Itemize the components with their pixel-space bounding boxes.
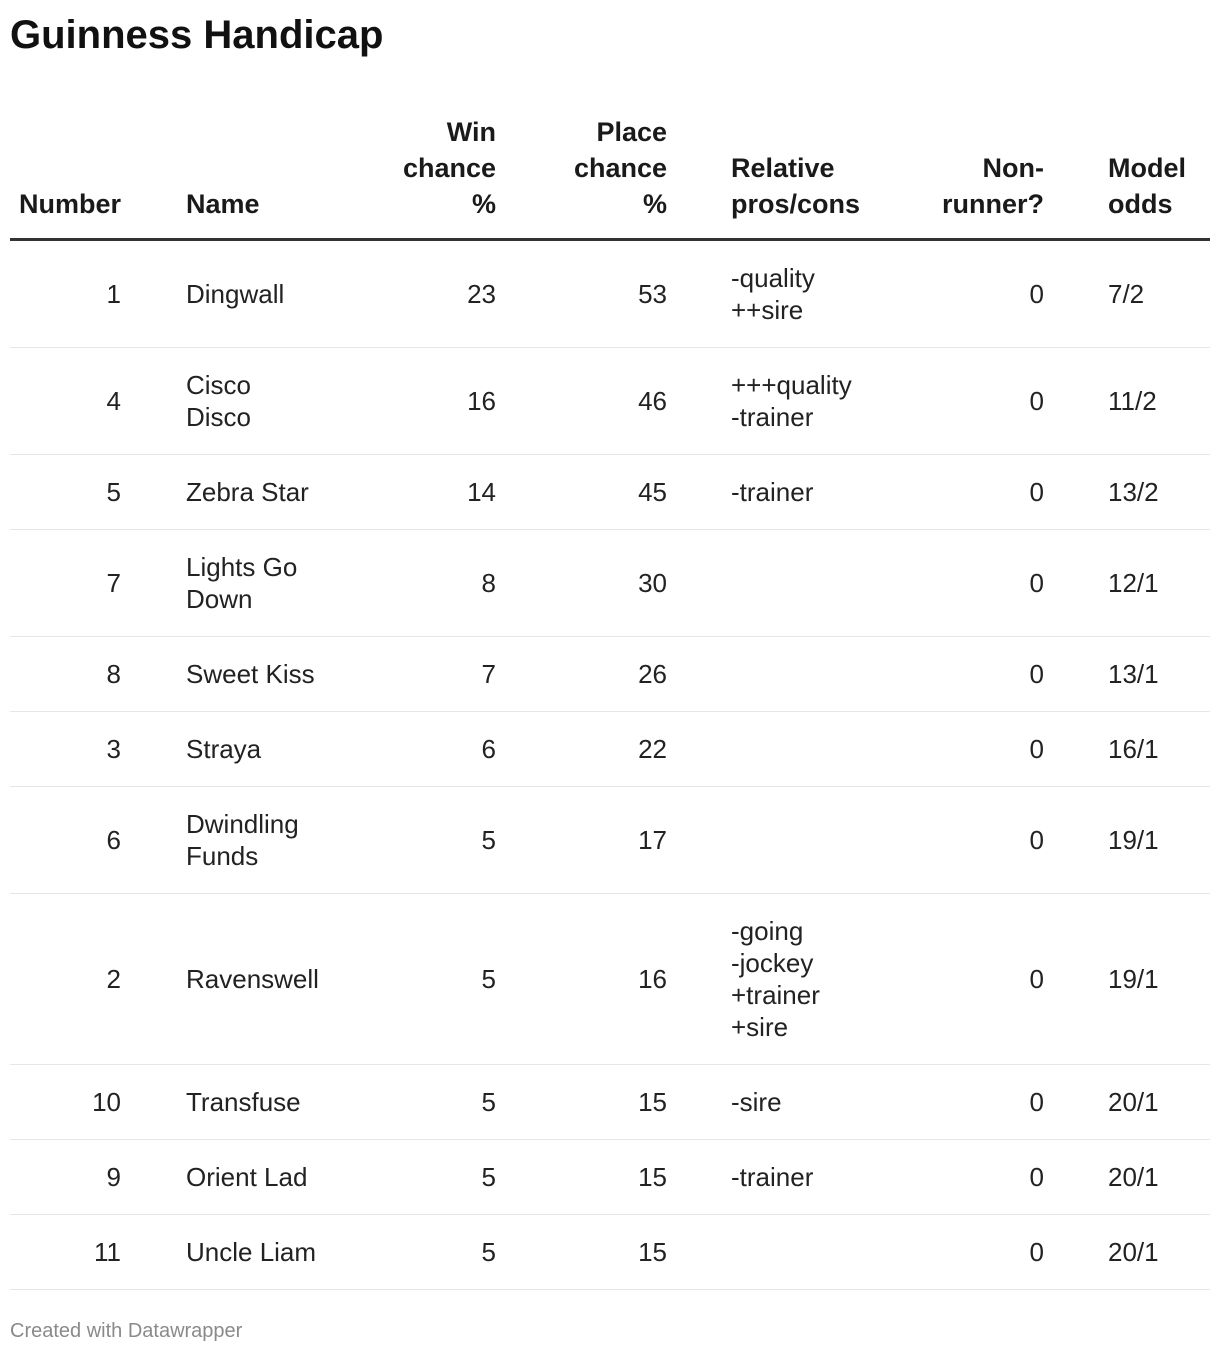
cell-non-runner: 0 [900, 529, 1058, 637]
cell-pros-cons [681, 711, 900, 787]
cell-pros-cons: +++quality -trainer [681, 347, 900, 455]
cell-win-chance: 5 [350, 786, 510, 894]
cell-model-odds: 11/2 [1058, 347, 1210, 455]
cell-model-odds: 7/2 [1058, 239, 1210, 348]
cell-win-chance: 5 [350, 1139, 510, 1215]
datawrapper-credit: Created with Datawrapper [10, 1320, 243, 1342]
cell-number: 11 [10, 1214, 150, 1290]
cell-pros-cons: -trainer [681, 454, 900, 530]
cell-number: 3 [10, 711, 150, 787]
cell-number: 7 [10, 529, 150, 637]
cell-model-odds: 20/1 [1058, 1139, 1210, 1215]
cell-win-chance: 5 [350, 893, 510, 1065]
cell-model-odds: 19/1 [1058, 893, 1210, 1065]
cell-place-chance: 16 [510, 893, 681, 1065]
header-number: Number [10, 114, 150, 241]
cell-name: Lights Go Down [150, 529, 350, 637]
cell-non-runner: 0 [900, 893, 1058, 1065]
cell-place-chance: 46 [510, 347, 681, 455]
cell-number: 2 [10, 893, 150, 1065]
cell-number: 5 [10, 454, 150, 530]
header-name: Name [150, 114, 350, 241]
cell-place-chance: 15 [510, 1064, 681, 1140]
table-row: 10 Transfuse 5 15 -sire 0 20/1 [10, 1064, 1210, 1140]
cell-name: Dingwall [150, 239, 350, 348]
cell-place-chance: 30 [510, 529, 681, 637]
cell-number: 10 [10, 1064, 150, 1140]
cell-number: 1 [10, 239, 150, 348]
cell-name: Cisco Disco [150, 347, 350, 455]
cell-non-runner: 0 [900, 786, 1058, 894]
cell-non-runner: 0 [900, 239, 1058, 348]
cell-place-chance: 53 [510, 239, 681, 348]
cell-pros-cons: -quality ++sire [681, 239, 900, 348]
header-model-odds: Model odds [1058, 114, 1210, 241]
cell-name: Straya [150, 711, 350, 787]
cell-number: 6 [10, 786, 150, 894]
header-row: Number Name Win chance % Place chance % … [10, 114, 1210, 241]
header-place-chance: Place chance % [510, 114, 681, 241]
cell-name: Orient Lad [150, 1139, 350, 1215]
cell-win-chance: 5 [350, 1214, 510, 1290]
header-non-runner: Non- runner? [900, 114, 1058, 241]
chart-title: Guinness Handicap [10, 13, 384, 57]
table-row: 6 Dwindling Funds 5 17 0 19/1 [10, 786, 1210, 894]
table-row: 9 Orient Lad 5 15 -trainer 0 20/1 [10, 1139, 1210, 1215]
cell-name: Zebra Star [150, 454, 350, 530]
cell-pros-cons: -sire [681, 1064, 900, 1140]
cell-place-chance: 15 [510, 1214, 681, 1290]
table-row: 7 Lights Go Down 8 30 0 12/1 [10, 529, 1210, 637]
cell-model-odds: 20/1 [1058, 1064, 1210, 1140]
cell-model-odds: 13/1 [1058, 636, 1210, 712]
cell-place-chance: 26 [510, 636, 681, 712]
cell-non-runner: 0 [900, 1139, 1058, 1215]
cell-non-runner: 0 [900, 454, 1058, 530]
cell-name: Uncle Liam [150, 1214, 350, 1290]
table-row: 8 Sweet Kiss 7 26 0 13/1 [10, 636, 1210, 712]
cell-name: Dwindling Funds [150, 786, 350, 894]
table-row: 1 Dingwall 23 53 -quality ++sire 0 7/2 [10, 239, 1210, 348]
cell-pros-cons: -going -jockey +trainer +sire [681, 893, 900, 1065]
cell-number: 8 [10, 636, 150, 712]
cell-place-chance: 45 [510, 454, 681, 530]
cell-non-runner: 0 [900, 636, 1058, 712]
table-row: 11 Uncle Liam 5 15 0 20/1 [10, 1214, 1210, 1290]
cell-name: Ravenswell [150, 893, 350, 1065]
cell-pros-cons [681, 529, 900, 637]
cell-win-chance: 6 [350, 711, 510, 787]
cell-win-chance: 16 [350, 347, 510, 455]
cell-model-odds: 19/1 [1058, 786, 1210, 894]
horse-table: Number Name Win chance % Place chance % … [10, 114, 1210, 1290]
cell-place-chance: 22 [510, 711, 681, 787]
cell-place-chance: 15 [510, 1139, 681, 1215]
cell-place-chance: 17 [510, 786, 681, 894]
header-pros-cons: Relative pros/cons [681, 114, 900, 241]
table-row: 3 Straya 6 22 0 16/1 [10, 711, 1210, 787]
table-row: 2 Ravenswell 5 16 -going -jockey +trainer +s… [10, 893, 1210, 1065]
cell-name: Sweet Kiss [150, 636, 350, 712]
cell-number: 9 [10, 1139, 150, 1215]
cell-non-runner: 0 [900, 711, 1058, 787]
cell-win-chance: 14 [350, 454, 510, 530]
cell-model-odds: 20/1 [1058, 1214, 1210, 1290]
cell-model-odds: 16/1 [1058, 711, 1210, 787]
cell-pros-cons: -trainer [681, 1139, 900, 1215]
cell-model-odds: 13/2 [1058, 454, 1210, 530]
table-row: 4 Cisco Disco 16 46 +++quality -trainer 0 11/2 [10, 347, 1210, 455]
cell-number: 4 [10, 347, 150, 455]
cell-pros-cons [681, 636, 900, 712]
cell-pros-cons [681, 1214, 900, 1290]
cell-model-odds: 12/1 [1058, 529, 1210, 637]
cell-win-chance: 8 [350, 529, 510, 637]
cell-win-chance: 23 [350, 239, 510, 348]
cell-win-chance: 7 [350, 636, 510, 712]
cell-non-runner: 0 [900, 1064, 1058, 1140]
header-win-chance: Win chance % [350, 114, 510, 241]
table-row: 5 Zebra Star 14 45 -trainer 0 13/2 [10, 454, 1210, 530]
cell-win-chance: 5 [350, 1064, 510, 1140]
cell-pros-cons [681, 786, 900, 894]
cell-name: Transfuse [150, 1064, 350, 1140]
cell-non-runner: 0 [900, 1214, 1058, 1290]
cell-non-runner: 0 [900, 347, 1058, 455]
